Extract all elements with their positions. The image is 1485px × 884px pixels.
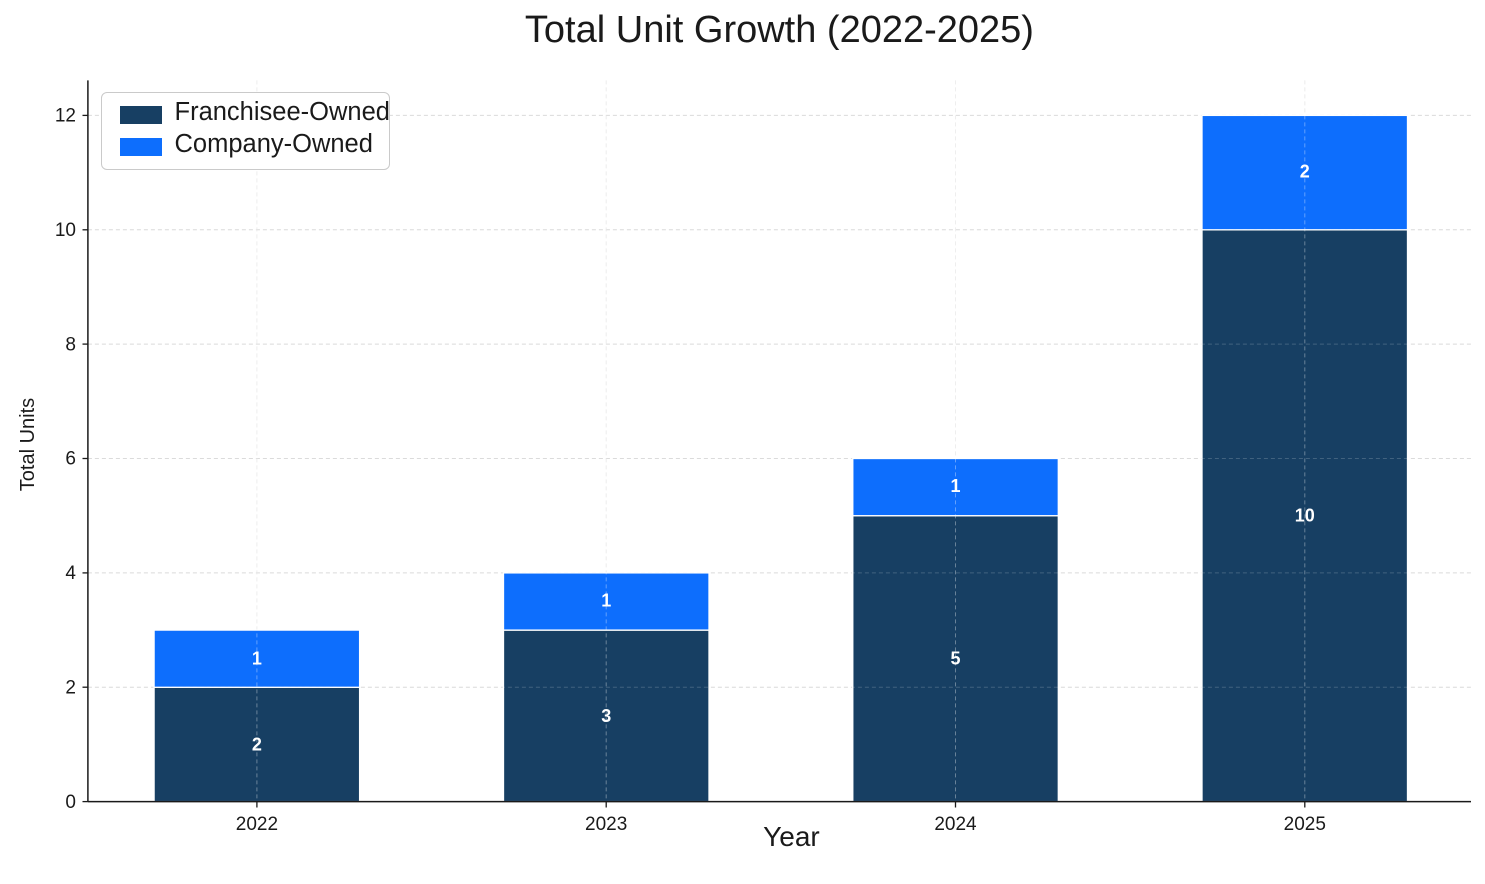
svg-text:1: 1 bbox=[950, 476, 960, 496]
svg-text:2022: 2022 bbox=[236, 814, 278, 835]
svg-text:4: 4 bbox=[65, 563, 76, 584]
svg-text:2: 2 bbox=[1300, 162, 1310, 182]
svg-text:6: 6 bbox=[65, 449, 76, 470]
svg-text:2: 2 bbox=[65, 677, 76, 698]
svg-text:5: 5 bbox=[950, 649, 960, 669]
svg-text:0: 0 bbox=[65, 792, 76, 813]
svg-text:10: 10 bbox=[55, 220, 76, 241]
svg-text:2025: 2025 bbox=[1284, 814, 1326, 835]
svg-text:1: 1 bbox=[601, 591, 611, 611]
svg-text:2024: 2024 bbox=[934, 814, 977, 835]
svg-text:12: 12 bbox=[55, 106, 76, 127]
svg-text:8: 8 bbox=[65, 334, 76, 355]
svg-text:3: 3 bbox=[601, 706, 611, 726]
svg-text:1: 1 bbox=[252, 649, 262, 669]
svg-text:2023: 2023 bbox=[585, 814, 627, 835]
svg-text:2: 2 bbox=[252, 734, 262, 754]
svg-text:10: 10 bbox=[1295, 506, 1315, 526]
